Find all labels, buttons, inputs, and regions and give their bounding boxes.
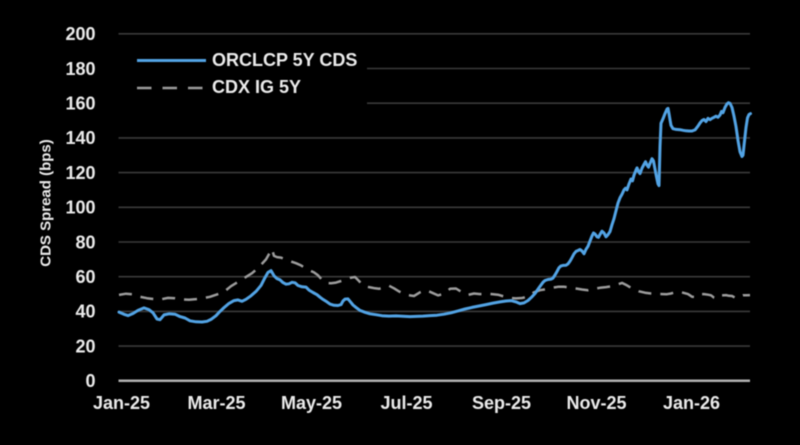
svg-text:Nov-25: Nov-25 xyxy=(566,393,626,413)
svg-text:20: 20 xyxy=(75,336,95,356)
svg-text:CDX IG 5Y: CDX IG 5Y xyxy=(212,77,301,97)
svg-text:0: 0 xyxy=(85,371,95,391)
svg-text:Sep-25: Sep-25 xyxy=(472,393,531,413)
svg-text:ORCLCP 5Y CDS: ORCLCP 5Y CDS xyxy=(212,50,357,70)
svg-text:60: 60 xyxy=(75,267,95,287)
svg-text:Jul-25: Jul-25 xyxy=(380,393,432,413)
svg-text:120: 120 xyxy=(65,163,95,183)
svg-text:CDS Spread (bps): CDS Spread (bps) xyxy=(38,139,55,267)
svg-text:Mar-25: Mar-25 xyxy=(187,393,245,413)
svg-text:200: 200 xyxy=(65,24,95,44)
svg-text:140: 140 xyxy=(65,128,95,148)
svg-text:40: 40 xyxy=(75,302,95,322)
svg-text:Jan-26: Jan-26 xyxy=(663,393,720,413)
svg-text:160: 160 xyxy=(65,94,95,114)
svg-text:Jan-25: Jan-25 xyxy=(93,393,150,413)
svg-text:180: 180 xyxy=(65,59,95,79)
svg-text:80: 80 xyxy=(75,232,95,252)
svg-text:100: 100 xyxy=(65,198,95,218)
svg-text:May-25: May-25 xyxy=(281,393,342,413)
